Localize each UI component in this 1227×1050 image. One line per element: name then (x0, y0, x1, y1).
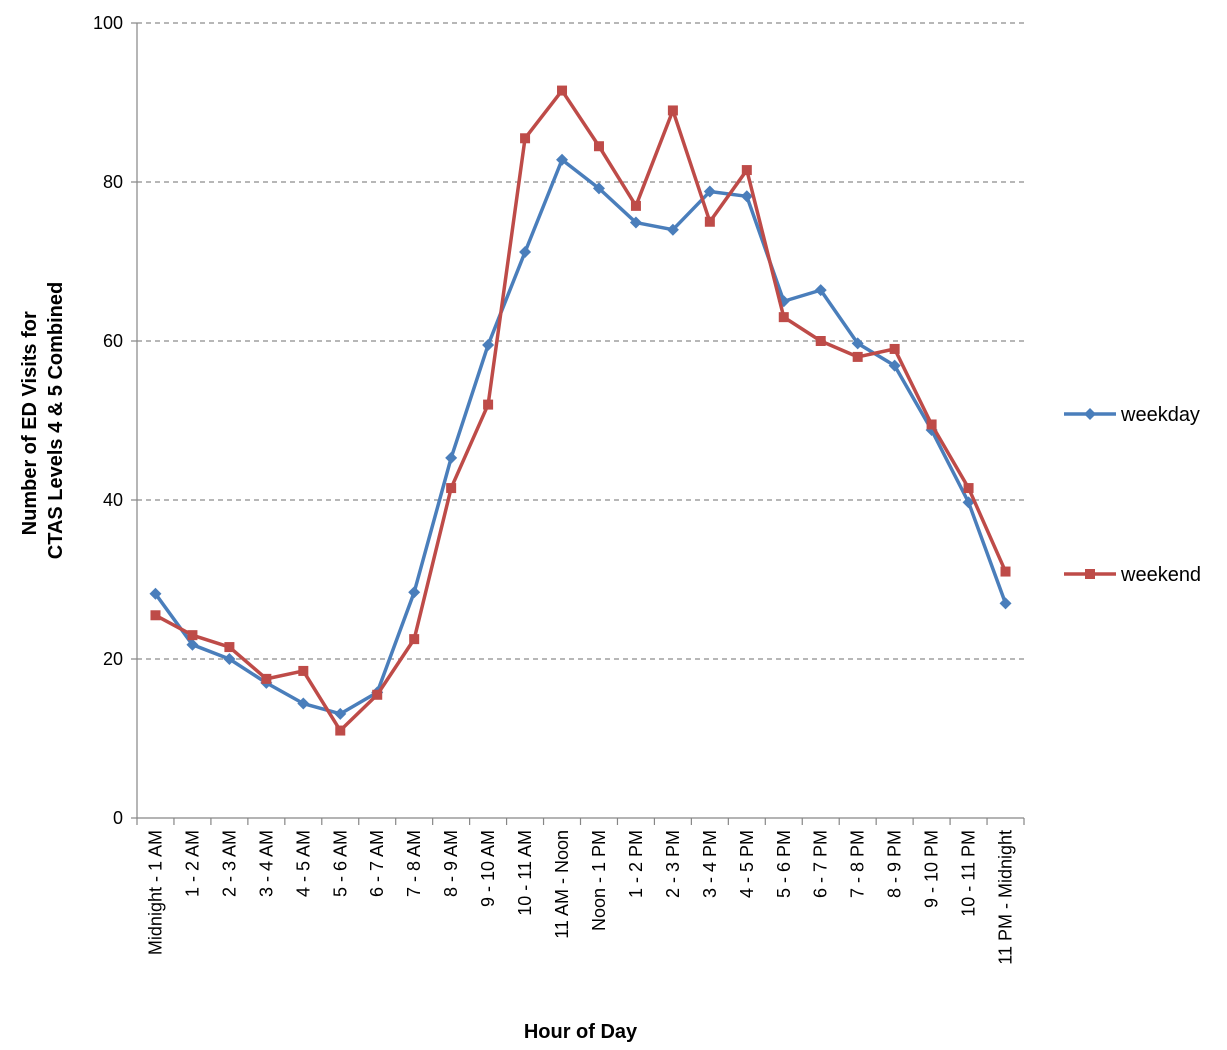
data-point-weekday (482, 338, 495, 351)
data-point-weekday (186, 638, 199, 651)
data-series (149, 85, 1012, 736)
series-line-weekend (154, 88, 1008, 733)
y-tick-label-40: 40 (103, 490, 123, 510)
data-point-weekend (557, 85, 568, 96)
y-axis-title-line-2: CTAS Levels 4 & 5 Combined (45, 282, 67, 559)
x-tick-label: Midnight - 1 AM (145, 830, 165, 955)
y-axis-title: Number of ED Visits for CTAS Levels 4 & … (19, 282, 67, 559)
data-point-weekend (224, 642, 235, 653)
data-point-weekday (556, 153, 569, 166)
y-tick-label-80: 80 (103, 172, 123, 192)
x-tick-label: 8 - 9 AM (441, 830, 461, 897)
data-point-weekend (150, 610, 161, 621)
data-point-weekday (666, 223, 679, 236)
data-point-weekend (630, 200, 641, 211)
y-tick-label-0: 0 (113, 808, 123, 828)
data-point-weekend (667, 105, 678, 116)
data-point-weekday (223, 653, 236, 665)
series-weekday (149, 153, 1012, 720)
x-tick-label: Noon - 1 PM (589, 830, 609, 931)
data-point-weekday (740, 190, 753, 203)
legend-marker-weekend (1085, 569, 1095, 579)
data-point-weekday (334, 707, 347, 720)
x-tick-label: 8 - 9 PM (885, 830, 905, 898)
data-point-weekend (815, 336, 826, 346)
data-point-weekday (888, 359, 901, 372)
axes (136, 23, 1024, 819)
x-axis-title: Hour of Day (524, 1021, 638, 1043)
legend: weekday weekend (1064, 404, 1201, 586)
data-point-weekend (372, 689, 383, 700)
x-tick-label: 2 - 3 PM (663, 830, 683, 898)
x-tick-label: 7 - 8 AM (404, 830, 424, 897)
data-point-weekend (963, 483, 974, 494)
x-tick-label: 1 - 2 AM (182, 830, 202, 897)
data-point-weekend (778, 312, 789, 323)
x-tick-label: 1 - 2 PM (626, 830, 646, 898)
data-point-weekday (851, 337, 864, 350)
data-point-weekend (593, 141, 604, 152)
x-tick-labels: Midnight - 1 AM 1 - 2 AM 2 - 3 AM 3 - 4 AM 4… (136, 818, 1025, 965)
legend-marker-weekday (1084, 408, 1096, 420)
data-point-weekday (629, 216, 642, 229)
legend-entry-weekend: weekend (1064, 564, 1201, 586)
data-point-weekend (483, 399, 494, 410)
data-point-weekday (703, 185, 716, 198)
data-point-weekend (889, 343, 900, 354)
data-point-weekend (187, 630, 198, 641)
data-point-weekday (149, 587, 162, 600)
x-tick-label: 3 - 4 PM (700, 830, 720, 898)
data-point-weekend (261, 673, 272, 684)
data-point-weekday (445, 451, 458, 464)
x-tick-label: 10 - 11 AM (515, 830, 535, 916)
data-point-weekend (1000, 566, 1011, 577)
x-tick-label: 6 - 7 AM (367, 830, 387, 897)
x-tick-label: 5 - 6 AM (330, 830, 350, 897)
legend-label-weekday: weekday (1120, 404, 1200, 426)
x-tick-label: 6 - 7 PM (811, 830, 831, 898)
data-point-weekend (446, 483, 457, 494)
x-tick-label: 10 - 11 PM (959, 830, 979, 917)
x-tick-label: 7 - 8 PM (848, 830, 868, 898)
y-tick-labels: 0 20 40 60 80 100 (93, 13, 137, 828)
series-line-weekday (154, 157, 1008, 716)
x-tick-label: 9 - 10 PM (922, 830, 942, 908)
legend-entry-weekday: weekday (1064, 404, 1200, 426)
data-point-weekday (297, 697, 310, 710)
x-tick-label: 4 - 5 AM (293, 830, 313, 897)
x-tick-label: 11 PM - Midnight (996, 830, 1016, 965)
x-tick-label: 2 - 3 AM (219, 830, 239, 897)
series-weekend (150, 85, 1011, 736)
gridlines (137, 22, 1024, 660)
data-point-weekday (999, 597, 1012, 610)
data-point-weekend (852, 351, 863, 362)
y-tick-label-100: 100 (93, 13, 123, 33)
data-point-weekday (592, 182, 605, 195)
data-point-weekend (704, 216, 715, 227)
data-point-weekend (926, 419, 937, 430)
data-point-weekday (408, 586, 421, 599)
data-point-weekend (409, 634, 420, 645)
x-tick-label: 3 - 4 AM (256, 830, 276, 897)
x-tick-label: 5 - 6 PM (774, 830, 794, 898)
data-point-weekday (519, 245, 532, 258)
x-tick-label: 11 AM - Noon (552, 830, 572, 939)
data-point-weekday (962, 496, 975, 509)
x-tick-label: 9 - 10 AM (478, 830, 498, 907)
y-tick-label-20: 20 (103, 649, 123, 669)
y-tick-label-60: 60 (103, 331, 123, 351)
y-axis-title-line-1: Number of ED Visits for (19, 311, 41, 535)
data-point-weekend (298, 665, 309, 676)
legend-label-weekend: weekend (1120, 564, 1201, 586)
data-point-weekend (520, 133, 531, 144)
data-point-weekday (814, 284, 827, 297)
x-tick-label: 4 - 5 PM (737, 830, 757, 898)
data-point-weekend (335, 725, 346, 736)
data-point-weekend (741, 165, 752, 176)
